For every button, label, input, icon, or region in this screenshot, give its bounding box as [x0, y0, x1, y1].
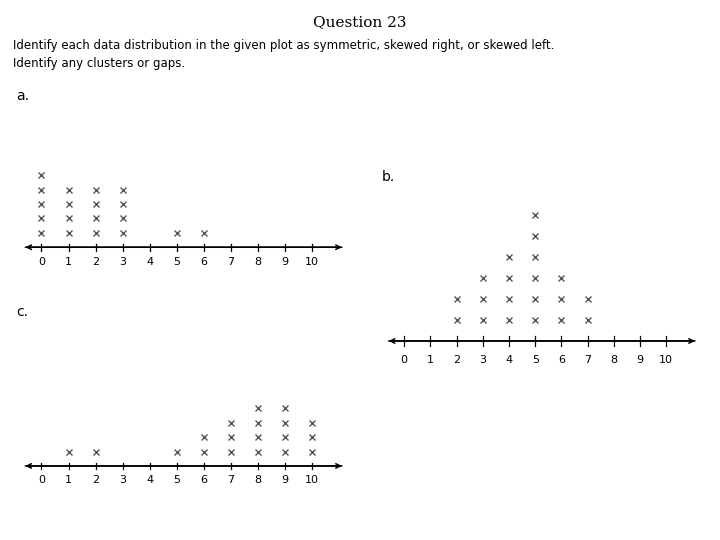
Text: 7: 7	[228, 475, 235, 485]
Text: 2: 2	[453, 355, 460, 365]
Text: 8: 8	[254, 475, 261, 485]
Text: 7: 7	[228, 256, 235, 267]
Text: 5: 5	[174, 475, 180, 485]
Text: 1: 1	[65, 475, 72, 485]
Text: 9: 9	[282, 256, 289, 267]
Text: a.: a.	[16, 89, 29, 103]
Text: 5: 5	[532, 355, 539, 365]
Text: 3: 3	[120, 475, 126, 485]
Text: 3: 3	[120, 256, 126, 267]
Text: 1: 1	[65, 256, 72, 267]
Text: 1: 1	[427, 355, 434, 365]
Text: 9: 9	[636, 355, 644, 365]
Text: 8: 8	[611, 355, 618, 365]
Text: 0: 0	[401, 355, 408, 365]
Text: 10: 10	[660, 355, 673, 365]
Text: 10: 10	[305, 256, 319, 267]
Text: 10: 10	[305, 475, 319, 485]
Text: 4: 4	[146, 475, 153, 485]
Text: 0: 0	[38, 256, 45, 267]
Text: 4: 4	[146, 256, 153, 267]
Text: 2: 2	[92, 256, 99, 267]
Text: 0: 0	[38, 475, 45, 485]
Text: 5: 5	[174, 256, 180, 267]
Text: Question 23: Question 23	[313, 15, 407, 29]
Text: 6: 6	[200, 256, 207, 267]
Text: 9: 9	[282, 475, 289, 485]
Text: b.: b.	[382, 170, 395, 184]
Text: Identify each data distribution in the given plot as symmetric, skewed right, or: Identify each data distribution in the g…	[13, 39, 554, 52]
Text: 6: 6	[558, 355, 565, 365]
Text: Identify any clusters or gaps.: Identify any clusters or gaps.	[13, 57, 185, 70]
Text: 8: 8	[254, 256, 261, 267]
Text: 3: 3	[480, 355, 486, 365]
Text: 6: 6	[200, 475, 207, 485]
Text: c.: c.	[16, 305, 28, 319]
Text: 7: 7	[584, 355, 591, 365]
Text: 2: 2	[92, 475, 99, 485]
Text: 4: 4	[505, 355, 513, 365]
